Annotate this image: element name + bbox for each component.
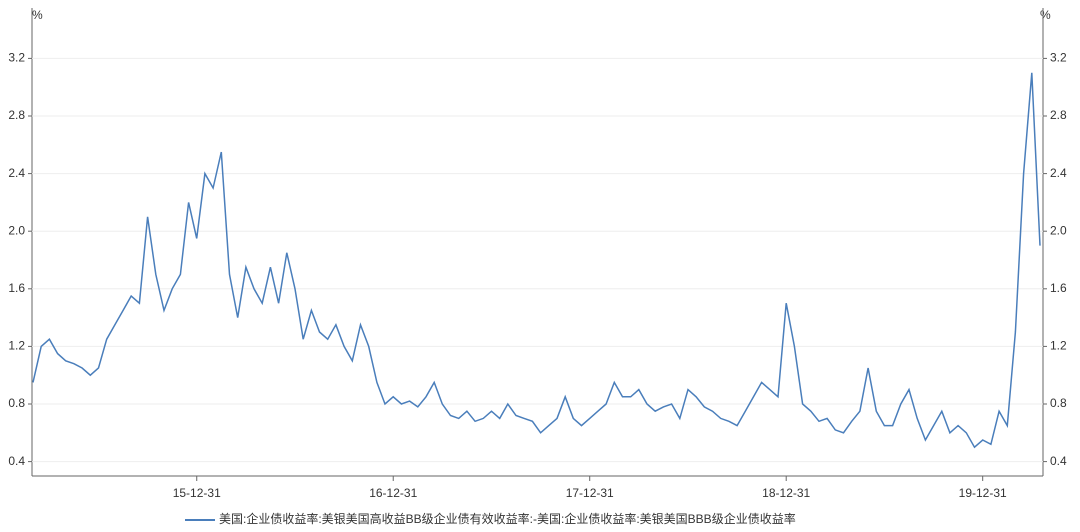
x-tick-label: 16-12-31 [369,486,417,500]
y2-tick-label: 2.4 [1050,166,1067,180]
y-tick-label: 0.8 [8,396,25,410]
y2-tick-label: 2.0 [1050,223,1067,237]
y2-tick-label: 0.8 [1050,396,1067,410]
y2-tick-label: 1.6 [1050,281,1067,295]
y-tick-label: 1.2 [8,339,25,353]
y2-unit: % [1040,8,1051,22]
y-unit: % [32,8,43,22]
y-tick-label: 3.2 [8,51,25,65]
x-tick-label: 17-12-31 [566,486,614,500]
x-tick-label: 15-12-31 [173,486,221,500]
legend-label: 美国:企业债收益率:美银美国高收益BB级企业债有效收益率:-美国:企业债收益率:… [219,511,796,526]
y2-tick-label: 3.2 [1050,51,1067,65]
x-tick-label: 18-12-31 [762,486,810,500]
y2-tick-label: 2.8 [1050,108,1067,122]
y-tick-label: 2.4 [8,166,25,180]
y2-tick-label: 1.2 [1050,339,1067,353]
line [32,72,1041,449]
y-tick-label: 0.4 [8,454,25,468]
y-tick-label: 2.0 [8,223,25,237]
y-tick-label: 2.8 [8,108,25,122]
y-tick-label: 1.6 [8,281,25,295]
x-tick-label: 19-12-31 [959,486,1007,500]
y2-tick-label: 0.4 [1050,454,1067,468]
